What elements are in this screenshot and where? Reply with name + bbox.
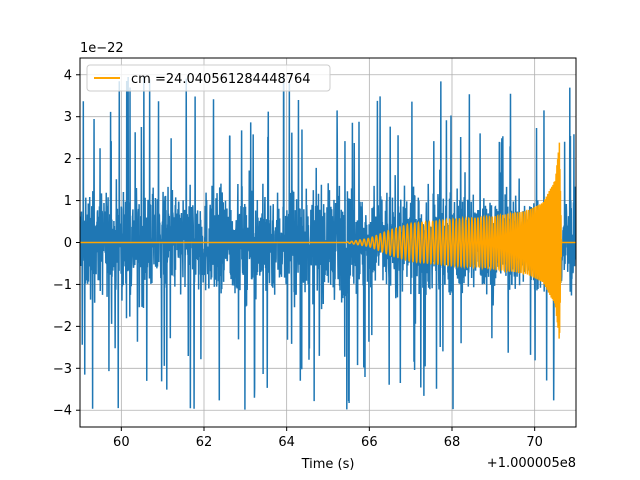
plot-area bbox=[80, 74, 576, 410]
series-line-noise bbox=[80, 74, 576, 410]
x-tick-label: 70 bbox=[526, 435, 543, 450]
x-tick-label: 60 bbox=[113, 435, 130, 450]
x-axis-label: Time (s) bbox=[301, 457, 355, 472]
y-tick-label: 1 bbox=[64, 194, 72, 209]
y-axis: −4 −3 −2 −1 0 1 2 3 4 bbox=[53, 68, 80, 419]
x-tick-label: 66 bbox=[361, 435, 378, 450]
x-tick-label: 64 bbox=[278, 435, 295, 450]
x-offset-label: +1.000005e8 bbox=[487, 456, 576, 471]
y-tick-label: −1 bbox=[53, 278, 72, 293]
x-axis: 60 62 64 66 68 70 bbox=[113, 427, 543, 450]
series-line-chirp bbox=[80, 142, 576, 339]
y-tick-label: −3 bbox=[53, 362, 72, 377]
y-tick-label: 4 bbox=[64, 68, 72, 83]
y-tick-label: 0 bbox=[64, 236, 72, 251]
legend: cm =24.040561284448764 bbox=[86, 64, 331, 92]
y-tick-label: 3 bbox=[64, 110, 72, 125]
y-tick-label: −2 bbox=[53, 320, 72, 335]
y-tick-label: −4 bbox=[53, 404, 72, 419]
legend-box bbox=[86, 64, 331, 92]
y-scale-label: 1e−22 bbox=[80, 41, 124, 56]
x-tick-label: 68 bbox=[444, 435, 461, 450]
y-tick-label: 2 bbox=[64, 152, 72, 167]
x-tick-label: 62 bbox=[196, 435, 213, 450]
legend-entry-chirp: cm =24.040561284448764 bbox=[131, 72, 311, 87]
